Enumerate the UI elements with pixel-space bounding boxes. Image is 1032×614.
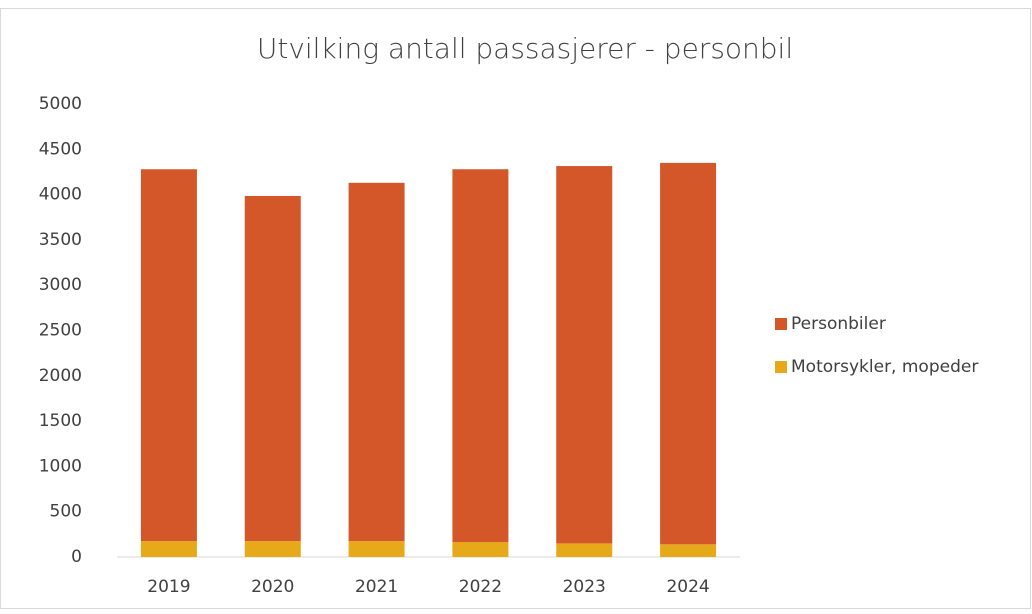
y-tick-label: 5000: [39, 94, 82, 114]
x-tick-label: 2024: [666, 577, 709, 597]
legend-label: Motorsykler, mopeder: [791, 357, 978, 377]
bar-segment: [556, 166, 613, 544]
bar-segment: [660, 544, 717, 557]
bar-segment: [140, 541, 197, 557]
legend-label: Personbiler: [791, 314, 886, 334]
y-tick-label: 3500: [39, 230, 82, 250]
y-tick-label: 1000: [39, 456, 82, 476]
y-tick-label: 4000: [39, 185, 82, 205]
bar-segment: [660, 162, 717, 545]
y-tick-label: 500: [50, 502, 82, 522]
x-tick-label: 2019: [147, 577, 190, 597]
bar-segment: [244, 195, 301, 542]
chart-title: Utvilking antall passasjerer - personbil: [257, 32, 793, 65]
x-tick-label: 2023: [563, 577, 606, 597]
y-tick-label: 2000: [39, 366, 82, 386]
y-tick-label: 4500: [39, 139, 82, 159]
y-tick-label: 3000: [39, 275, 82, 295]
x-tick-label: 2021: [355, 577, 398, 597]
y-tick-label: 1500: [39, 411, 82, 431]
bar-segment: [452, 169, 509, 543]
bar-segment: [556, 543, 613, 557]
x-tick-label: 2022: [459, 577, 502, 597]
bar-segment: [348, 182, 405, 542]
legend-swatch: [775, 318, 787, 330]
bar-segment: [452, 542, 509, 557]
bar-segment: [348, 541, 405, 557]
x-tick-label: 2020: [251, 577, 294, 597]
legend-swatch: [775, 361, 787, 373]
y-tick-label: 2500: [39, 321, 82, 341]
bar-segment: [244, 541, 301, 557]
bar-segment: [140, 169, 197, 542]
y-tick-label: 0: [71, 547, 82, 567]
